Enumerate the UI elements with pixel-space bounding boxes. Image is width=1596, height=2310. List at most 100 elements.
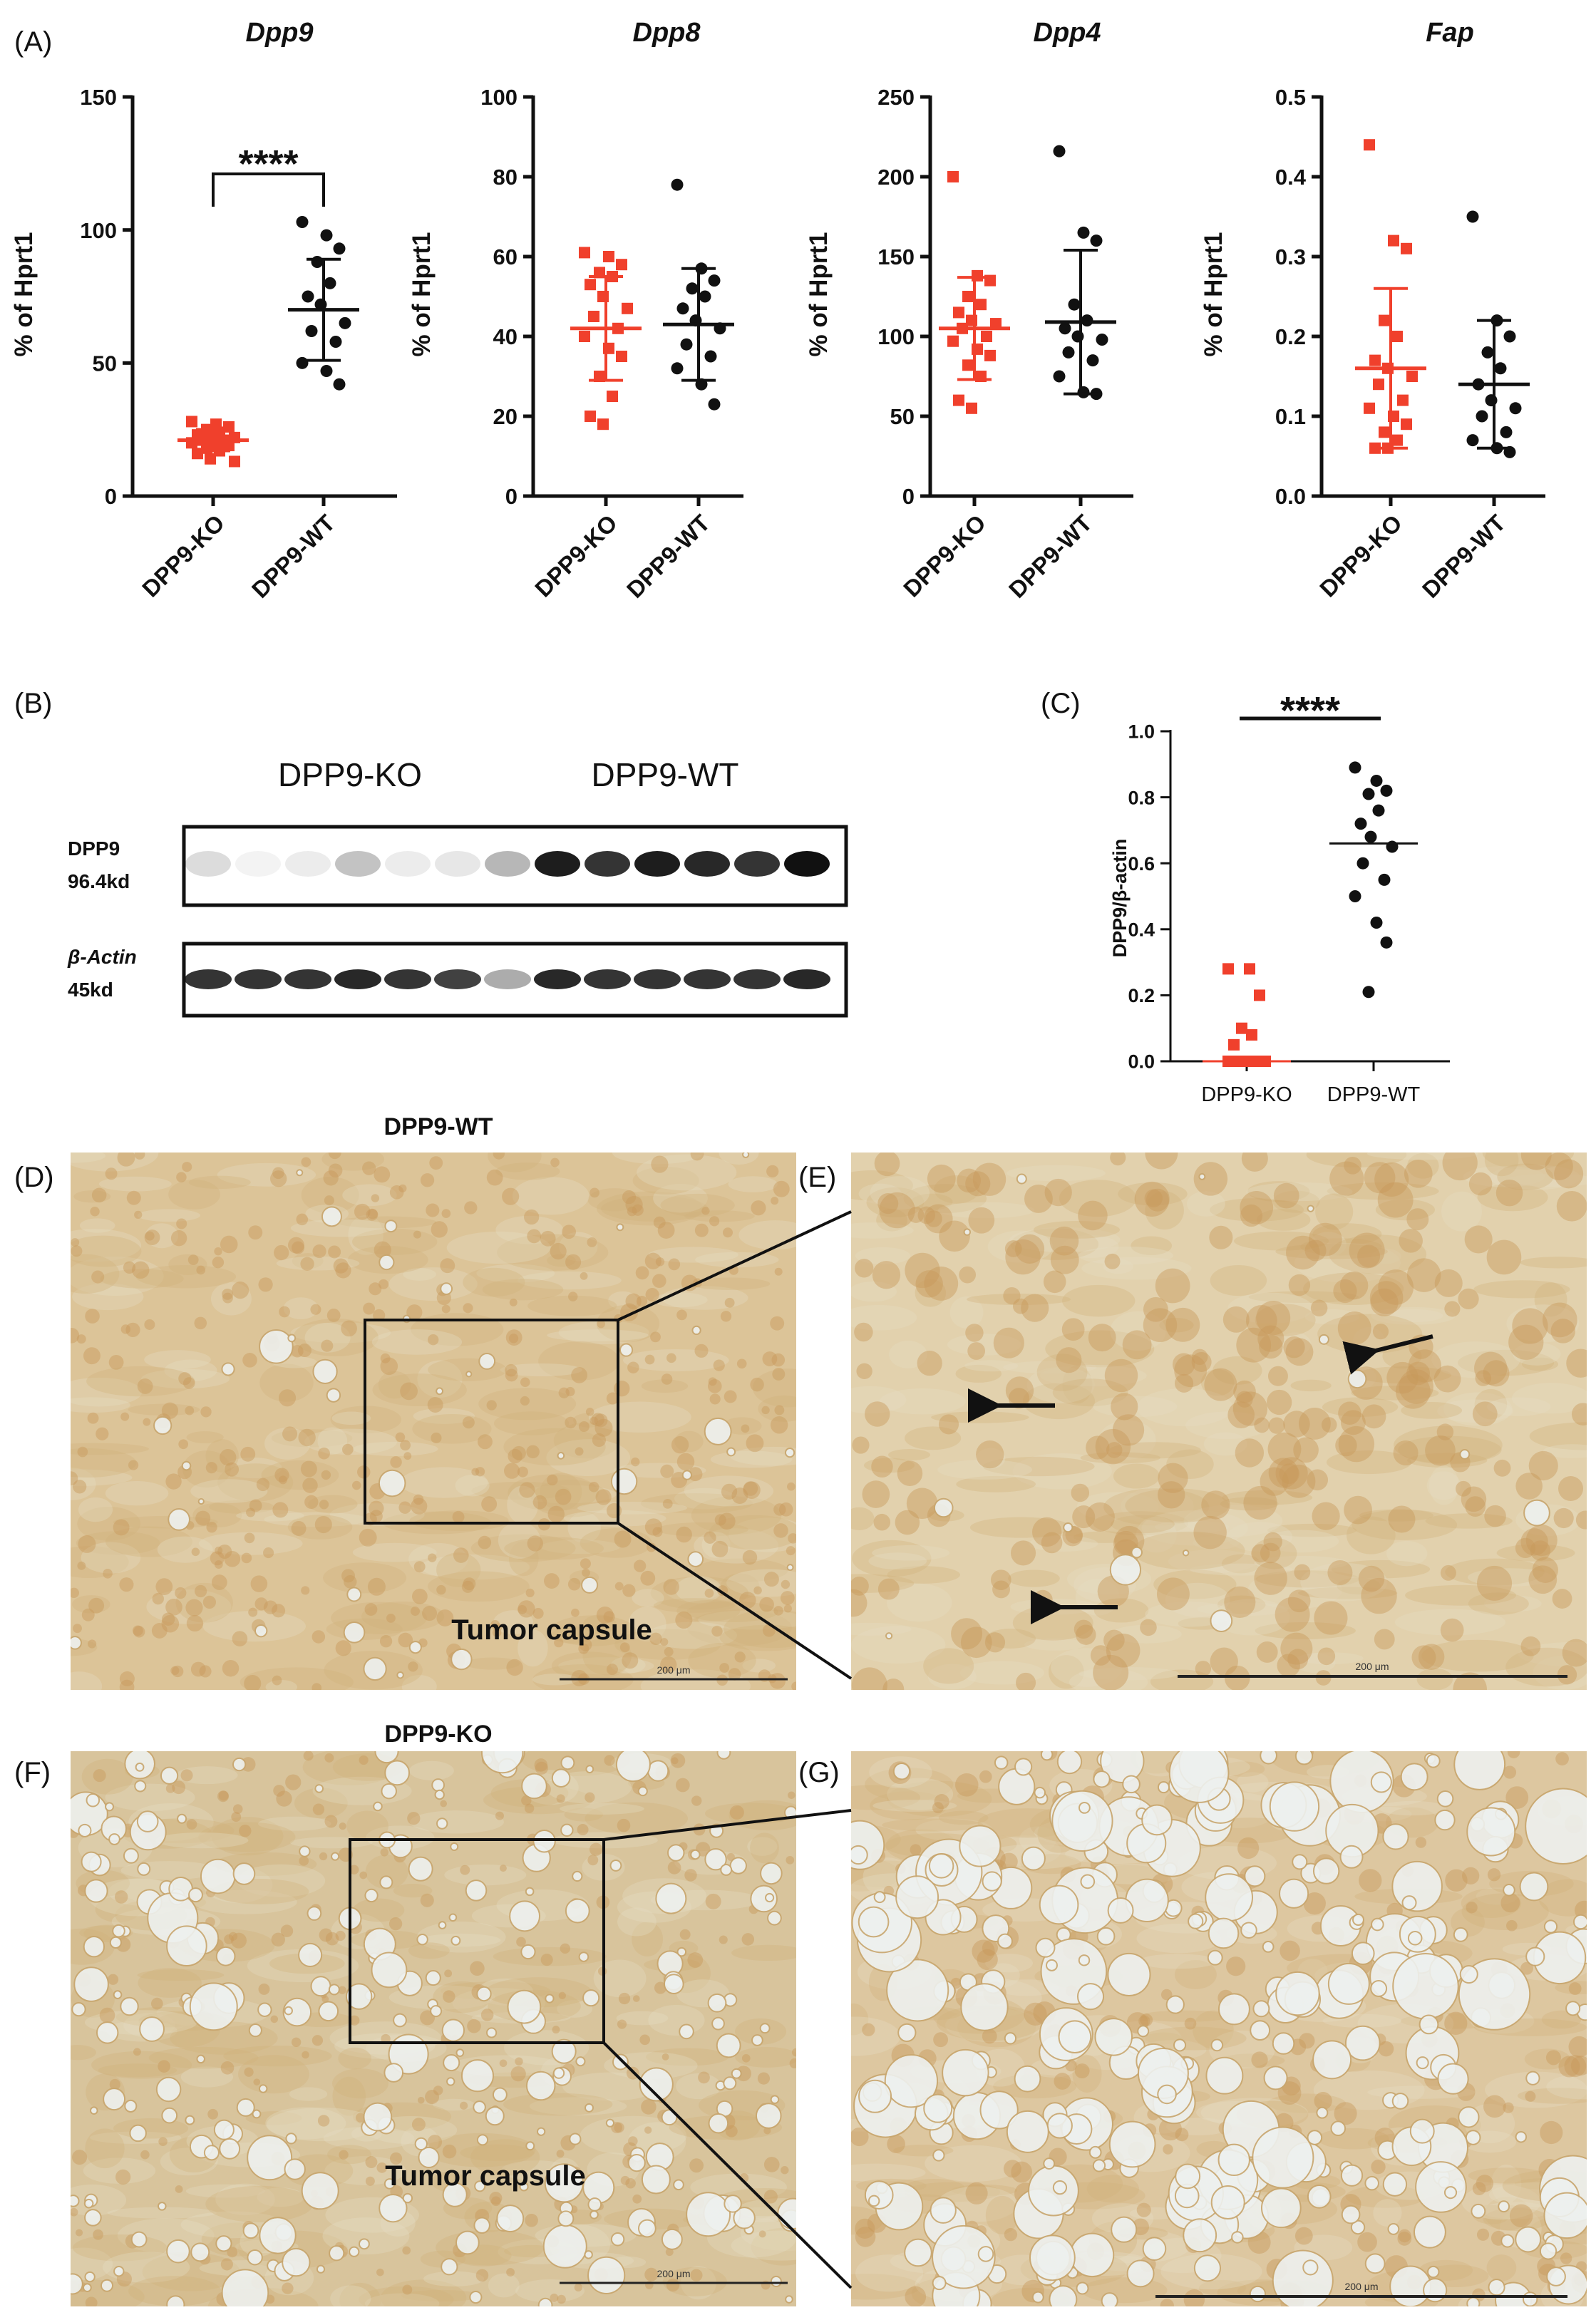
vacuole [885,1632,893,1640]
nucleus [743,1481,761,1499]
vacuole [858,1906,890,1938]
nucleus [272,1167,284,1180]
y-tick-label: 50 [890,404,915,429]
stroma [1080,1452,1160,1464]
nucleus [701,1207,710,1215]
stroma [865,1768,954,1802]
nucleus [1349,1232,1385,1269]
stroma [1024,1638,1086,1651]
vacuole [520,1944,536,1960]
vacuole [1488,2279,1505,2296]
vacuole [168,1508,190,1531]
vacuole [359,2238,370,2250]
stroma [71,2247,113,2281]
stroma [105,1783,195,1812]
stroma [588,1401,691,1433]
nucleus [502,1187,520,1205]
nucleus [1041,1532,1063,1554]
vacuole [1173,2038,1187,2052]
vacuole [1141,1804,1173,1836]
vacuole [408,1641,422,1654]
stroma [330,2285,371,2306]
nucleus [475,1467,485,1477]
nucleus [923,1204,953,1234]
stroma [1168,1550,1258,1574]
vacuole [440,1282,453,1295]
stroma [1062,1366,1093,1404]
stroma [547,1254,576,1267]
nucleus [440,1258,455,1274]
panel-title: DPP9-KO [384,1721,492,1748]
vacuole [112,1924,125,1938]
point [1380,936,1393,949]
vacuole [1427,2265,1440,2279]
nucleus [220,2258,233,2271]
stroma [455,1475,490,1497]
western-blot [182,825,848,1018]
point [984,349,996,361]
vacuole [197,1497,205,1505]
nucleus [380,1353,391,1363]
vacuole [716,2033,741,2058]
stroma [1524,2048,1570,2070]
nucleus [665,2248,674,2257]
nucleus [1016,1672,1036,1690]
vacuole [615,1751,651,1783]
point [1379,314,1390,326]
stroma [731,2230,796,2261]
stroma [1401,1401,1463,1419]
stroma [1327,1182,1439,1200]
nucleus [248,1607,258,1617]
point [1356,857,1369,870]
nucleus [378,1279,389,1289]
vacuole [537,2297,553,2306]
lane-group: DPP9-WT [592,756,739,793]
vacuole [314,1784,324,1793]
vacuole [708,2113,729,2134]
stroma [1421,1639,1534,1672]
vacuole [691,1325,701,1336]
vacuole [166,2295,185,2306]
vacuole [436,1387,444,1396]
stroma [1012,1453,1112,1490]
vacuole [200,1858,236,1894]
stroma [531,1480,609,1517]
vacuole [430,2005,443,2018]
nucleus [927,1164,956,1193]
nucleus [319,1928,333,1942]
vacuole [1034,1786,1046,1799]
nucleus [520,1377,530,1388]
nucleus [1241,1153,1268,1172]
vacuole [1208,1917,1240,1949]
nucleus [1312,1502,1340,1530]
nucleus [550,1242,567,1260]
nucleus [856,1363,872,1380]
point [616,351,627,362]
nucleus [582,1568,590,1577]
nucleus [579,1638,592,1651]
stroma [259,1363,314,1402]
vacuole [1014,2065,1041,2093]
vacuole [1109,1554,1142,1586]
stroma [1312,1223,1382,1245]
nucleus [194,1316,207,1330]
vacuole [287,1334,297,1343]
vacuole [1217,1993,1250,2026]
nucleus [1090,1645,1111,1666]
vacuole [1543,2192,1587,2239]
stroma [1529,1422,1587,1450]
vacuole [1352,1913,1365,1926]
vacuole [1269,1781,1320,1832]
nucleus [787,1482,796,1491]
point [223,440,235,452]
nucleus [1251,2051,1268,2068]
vacuole [84,1879,108,1903]
vacuole [1014,1758,1033,1776]
nucleus [657,1222,675,1239]
nucleus [967,1342,986,1360]
vacuole [441,2258,458,2276]
nucleus [1506,1919,1518,1932]
point [671,362,684,375]
nucleus [644,2126,652,2134]
stroma [482,1279,564,1301]
